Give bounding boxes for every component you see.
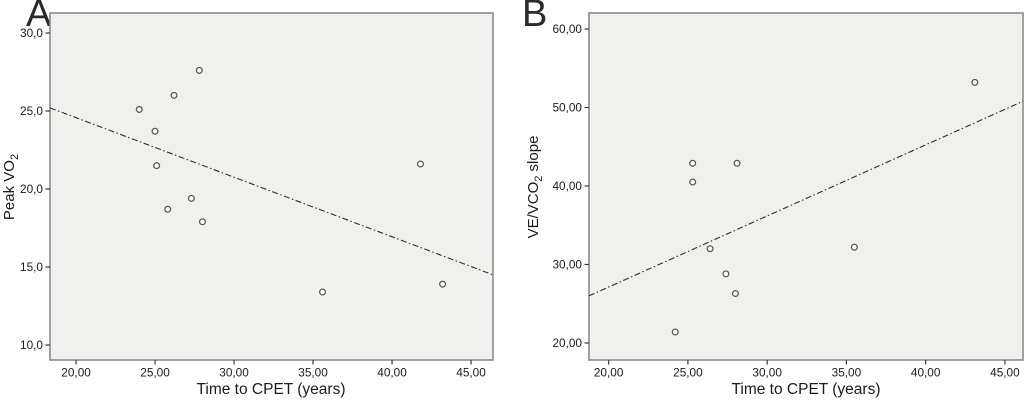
data-point — [170, 91, 178, 99]
y-tick-label: 10,0 — [20, 338, 43, 352]
fit-line — [49, 107, 494, 276]
x-tick-label: 30,00 — [219, 366, 249, 380]
panel-b-x-axis-title: Time to CPET (years) — [731, 381, 881, 398]
panel-a: A Peak VO2 20,00 25,00 30,00 35,00 40,00 45,0… — [1, 0, 494, 398]
panel-b-letter: B — [522, 0, 548, 35]
plot-area — [49, 12, 494, 361]
plot-area — [588, 12, 1024, 361]
y-tick-label: 20,00 — [552, 336, 582, 350]
data-point — [416, 160, 425, 168]
data-point — [850, 243, 858, 251]
data-point — [187, 194, 195, 202]
x-tick-label: 25,00 — [673, 366, 703, 380]
x-tick-label: 30,00 — [752, 366, 782, 380]
data-point — [195, 66, 203, 74]
x-tick-label: 40,00 — [911, 366, 941, 380]
x-tick-label: 20,00 — [594, 366, 624, 380]
y-tick-label: 25,0 — [20, 104, 43, 118]
data-point — [722, 270, 730, 278]
y-tick-label: 60,00 — [552, 22, 582, 36]
x-tick-label: 25,00 — [140, 366, 170, 380]
data-point — [164, 205, 172, 213]
panel-b: B VE/VCO2 slope 20,00 25,00 30,00 35,00 40,0… — [512, 0, 1024, 406]
x-tick-label: 45,00 — [456, 366, 486, 380]
panel-a-x-axis-title: Time to CPET (years) — [196, 381, 346, 398]
data-point — [733, 159, 741, 167]
data-point — [153, 162, 161, 170]
data-point — [151, 127, 159, 135]
panel-a-letter: A — [26, 0, 52, 35]
x-tick-label: 40,00 — [377, 366, 407, 380]
y-tick-label: 50,00 — [552, 101, 582, 115]
panel-b-plot: 20,00 25,00 30,00 35,00 40,00 45,00 60,00 50,00… — [552, 12, 1024, 380]
data-point — [671, 328, 679, 336]
data-point — [689, 159, 697, 167]
data-point — [971, 78, 979, 86]
x-tick-label: 35,00 — [832, 366, 862, 380]
data-point — [439, 280, 447, 288]
y-tick-label: 15,0 — [20, 260, 43, 274]
data-point — [135, 105, 143, 113]
panel-a-plot: 20,00 25,00 30,00 35,00 40,00 45,00 30,0 25,0 20… — [20, 12, 494, 380]
data-point — [731, 289, 739, 298]
x-tick-label: 20,00 — [61, 366, 91, 380]
y-tick-label: 20,0 — [20, 182, 43, 196]
data-point — [198, 218, 206, 226]
data-point — [689, 178, 697, 186]
x-tick-label: 35,00 — [298, 366, 328, 380]
data-point — [319, 288, 327, 296]
x-tick-label: 45,00 — [990, 366, 1020, 380]
data-point — [706, 245, 714, 253]
y-tick-label: 30,0 — [20, 26, 43, 40]
y-tick-label: 40,00 — [552, 179, 582, 193]
fit-line — [588, 100, 1024, 297]
y-tick-label: 30,00 — [552, 257, 582, 271]
